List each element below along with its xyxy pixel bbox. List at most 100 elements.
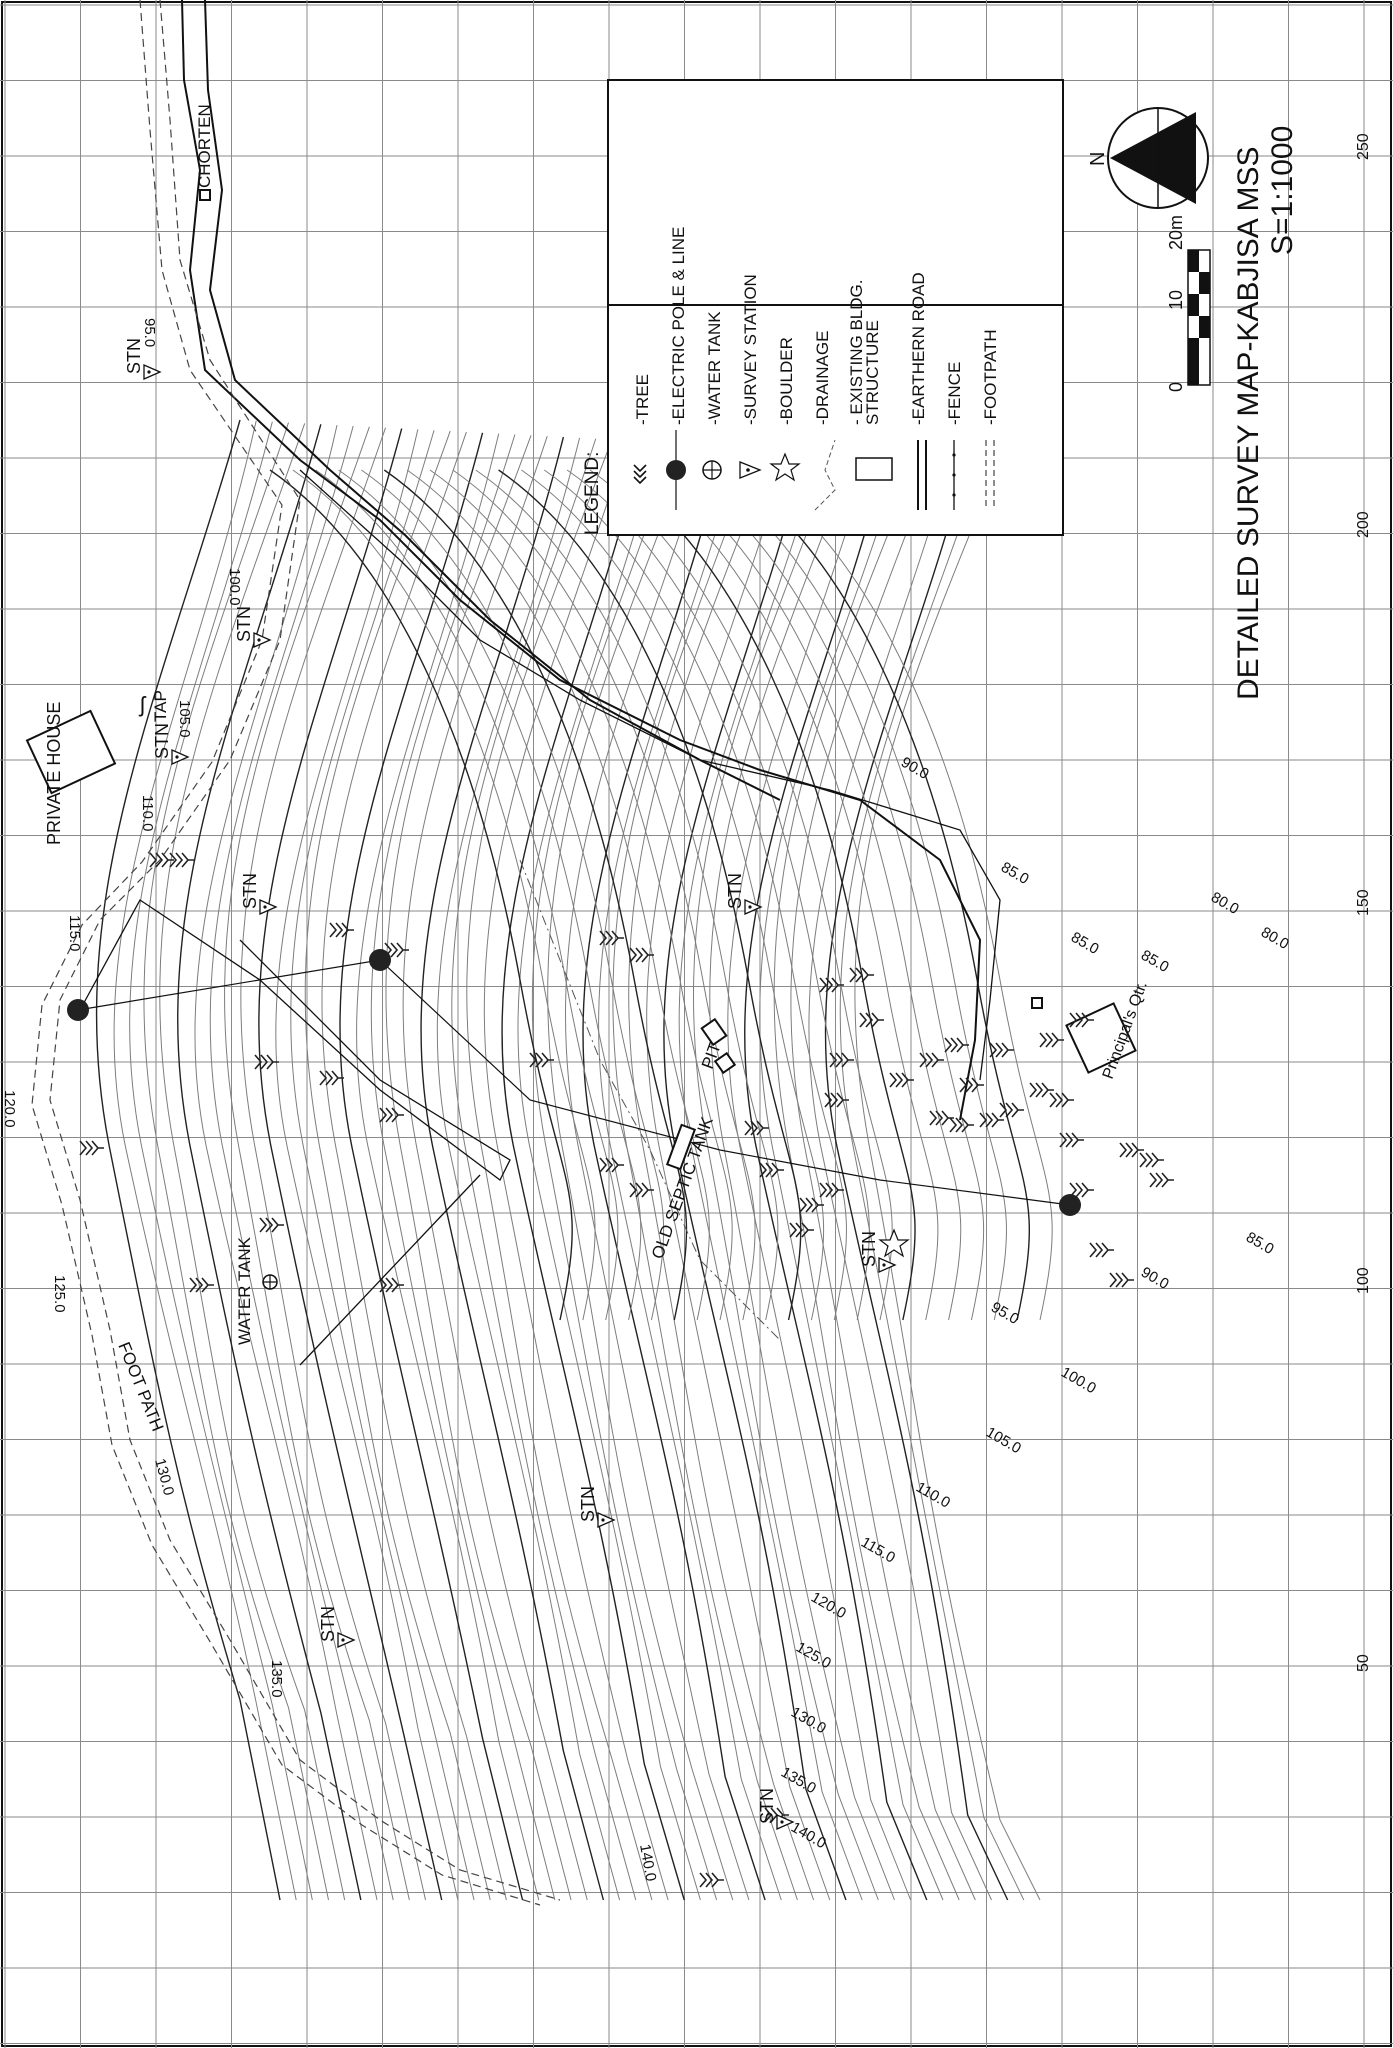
tree-icon bbox=[254, 1054, 279, 1070]
tree-icon bbox=[1069, 1182, 1094, 1198]
survey-station: STN bbox=[725, 873, 763, 915]
contour-line bbox=[290, 430, 475, 1901]
tree-icon bbox=[829, 1052, 854, 1068]
tree-icon bbox=[989, 1042, 1014, 1058]
private-house: PRIVATE HOUSE bbox=[25, 702, 117, 845]
scalebar-label-10: 10 bbox=[1166, 290, 1186, 310]
tree-icon bbox=[599, 930, 624, 946]
map-scale: S=1:1000 bbox=[1266, 126, 1299, 255]
contour-line bbox=[693, 451, 879, 1901]
contour-line bbox=[406, 469, 710, 1321]
tree-icon bbox=[1029, 1082, 1054, 1098]
road-icon bbox=[917, 440, 927, 510]
drainage-icon bbox=[814, 439, 836, 511]
tree-icon bbox=[999, 1102, 1024, 1118]
survey-station: STN bbox=[757, 1788, 795, 1830]
survey-stations: STN STN STN STN STN STN STN STN STN bbox=[124, 338, 897, 1830]
legend-heading: LEGEND: bbox=[582, 452, 603, 535]
axis-tick-50: 50 bbox=[1355, 1654, 1372, 1672]
contour-line bbox=[612, 469, 916, 1321]
footpath-icon bbox=[985, 440, 995, 510]
contour-line bbox=[321, 431, 507, 1901]
water-tank-label: WATER TANK bbox=[235, 1236, 254, 1345]
contour-line bbox=[628, 447, 815, 1901]
contour-line bbox=[635, 469, 939, 1321]
contour-line bbox=[436, 437, 621, 1901]
contour-line bbox=[498, 469, 802, 1321]
legend-item-label: -SURVEY STATION bbox=[741, 274, 760, 425]
legend-item-label: - EXISTING BLDG. bbox=[847, 280, 866, 425]
tree-icon bbox=[329, 922, 354, 938]
footpath-line bbox=[31, 0, 561, 1906]
contour-line bbox=[452, 469, 756, 1321]
contour-line bbox=[177, 424, 362, 1901]
legend-item-label: -ELECTRIC POLE & LINE bbox=[669, 227, 688, 425]
tree-icon bbox=[944, 1037, 969, 1053]
map-title: DETAILED SURVEY MAP-KABJISA MSS bbox=[1232, 146, 1265, 700]
tree-icon bbox=[629, 947, 654, 963]
legend-item-label: -FOOTPATH bbox=[981, 329, 1000, 425]
tree-icon bbox=[1149, 1172, 1174, 1188]
contour-line bbox=[790, 456, 976, 1901]
survey-station-icon bbox=[171, 749, 190, 765]
contour-lines bbox=[95, 419, 1053, 1901]
tree-icon bbox=[189, 1277, 214, 1293]
contour-line bbox=[744, 453, 928, 1901]
contour-elevation-label: 95.0 bbox=[141, 318, 158, 347]
contour-line bbox=[824, 458, 1009, 1901]
contour-line bbox=[727, 453, 912, 1901]
station-label: STN bbox=[240, 873, 260, 909]
tree-group bbox=[79, 852, 1174, 1888]
tree-icon bbox=[824, 1092, 849, 1108]
electric-pole-icon bbox=[369, 949, 391, 971]
contour-line bbox=[854, 459, 1041, 1901]
survey-station: STN bbox=[240, 873, 278, 915]
legend-item-label: -WATER TANK bbox=[705, 311, 724, 425]
contour-line bbox=[95, 419, 281, 1901]
survey-station: STN bbox=[578, 1486, 616, 1528]
contour-line bbox=[385, 435, 572, 1901]
contour-line bbox=[224, 426, 410, 1901]
boulder-icon bbox=[769, 452, 801, 482]
scalebar-label-0: 0 bbox=[1166, 382, 1186, 392]
station-label: STN bbox=[152, 723, 172, 759]
tree-icon bbox=[799, 1197, 824, 1213]
tree-icon bbox=[319, 1070, 344, 1086]
survey-station-icon bbox=[143, 364, 162, 380]
survey-station: STN bbox=[152, 723, 190, 765]
contour-line bbox=[808, 457, 992, 1901]
legend-item-label: -FENCE bbox=[945, 362, 964, 425]
contour-line bbox=[159, 423, 346, 1901]
contour-elevation-label: 110.0 bbox=[139, 795, 156, 831]
tree-icon bbox=[379, 1107, 404, 1123]
tree-icon bbox=[699, 1872, 724, 1888]
private-house-label: PRIVATE HOUSE bbox=[44, 702, 64, 845]
contour-line bbox=[598, 446, 782, 1901]
station-label: STN bbox=[859, 1231, 879, 1267]
tree-icon bbox=[1109, 1272, 1134, 1288]
tap-label: TAP bbox=[151, 690, 170, 722]
tree-icon bbox=[1059, 1132, 1084, 1148]
contour-line bbox=[589, 469, 893, 1321]
chorten-label: CHORTEN bbox=[195, 104, 214, 188]
axis-tick-100: 100 bbox=[1355, 1267, 1372, 1294]
tree-icon bbox=[1139, 1152, 1164, 1168]
contour-elevation-label: 105.0 bbox=[176, 700, 193, 738]
tree-icon bbox=[1039, 1032, 1064, 1048]
contour-line bbox=[370, 434, 556, 1901]
tree-icon bbox=[379, 1277, 404, 1293]
tree-icon bbox=[633, 464, 647, 485]
contour-line bbox=[773, 455, 960, 1901]
survey-station-icon bbox=[744, 899, 763, 915]
electric-line bbox=[67, 949, 1081, 1216]
scale-bar: 0 10 20m bbox=[1166, 215, 1211, 392]
contour-line bbox=[521, 469, 825, 1321]
station-label: STN bbox=[124, 338, 144, 374]
electric-pole-icon bbox=[67, 999, 89, 1021]
contour-line bbox=[531, 442, 718, 1901]
contour-elevation-label: 120.0 bbox=[1, 1090, 18, 1128]
north-arrow: N bbox=[1087, 107, 1209, 209]
legend-item-label: -DRAINAGE bbox=[813, 331, 832, 425]
contour-line bbox=[361, 469, 665, 1321]
contour-line bbox=[726, 469, 1031, 1321]
